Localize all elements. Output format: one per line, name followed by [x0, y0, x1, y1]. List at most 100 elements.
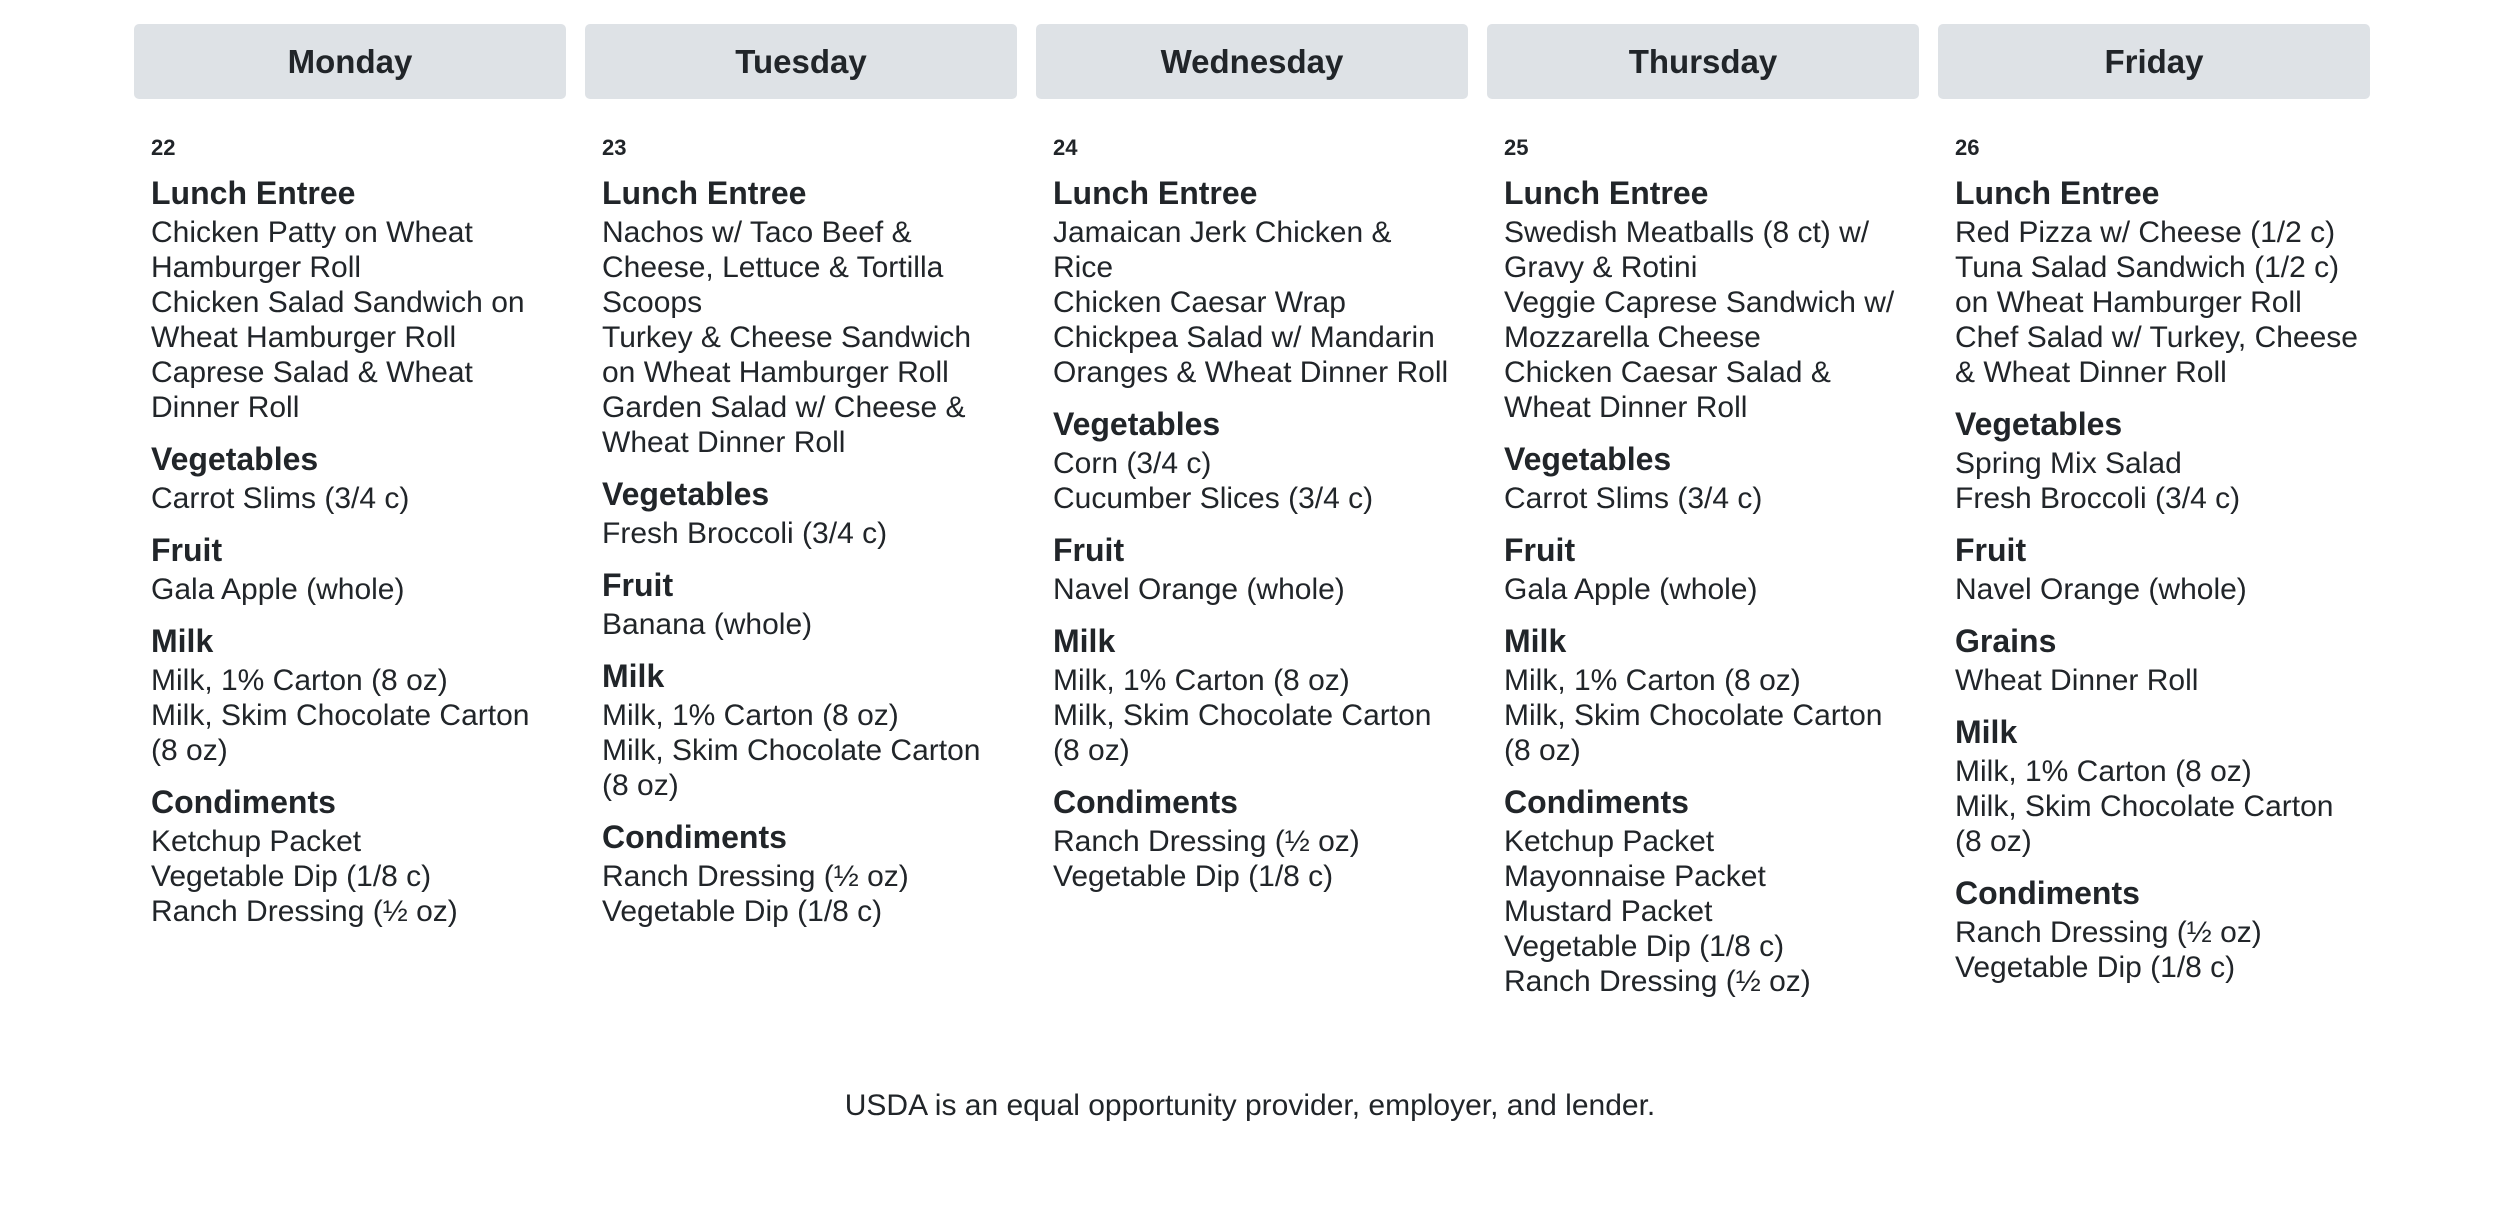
menu-item: Milk, Skim Chocolate Carton (8 oz)	[151, 699, 530, 767]
menu-item: Milk, 1% Carton (8 oz)	[151, 664, 448, 697]
day-date: 22	[151, 135, 176, 160]
day-date: 23	[602, 135, 627, 160]
menu-item: Carrot Slims (3/4 c)	[1504, 482, 1763, 515]
menu-item: Corn (3/4 c)	[1053, 447, 1212, 480]
menu-item: Milk, 1% Carton (8 oz)	[602, 699, 899, 732]
day-menu: 22 Lunch Entree Chicken Patty on Wheat Ham…	[134, 135, 566, 929]
section-items: Ranch Dressing (½ oz) Vegetable Dip (1/8 …	[1053, 824, 1458, 894]
section-title: Vegetables	[602, 476, 770, 512]
day-menu: 24 Lunch Entree Jamaican Jerk Chicken & Ri…	[1036, 135, 1468, 894]
section-items: Gala Apple (whole)	[1504, 572, 1909, 607]
section-title: Vegetables	[1504, 441, 1672, 477]
menu-item: Tuna Salad Sandwich (1/2 c) on Wheat Ham…	[1955, 251, 2340, 319]
section-items: Wheat Dinner Roll	[1955, 663, 2360, 698]
section-title: Condiments	[602, 819, 787, 855]
menu-item: Milk, Skim Chocolate Carton (8 oz)	[1955, 790, 2334, 858]
menu-item: Navel Orange (whole)	[1053, 573, 1345, 606]
day-menu: 23 Lunch Entree Nachos w/ Taco Beef & Chee…	[585, 135, 1017, 929]
menu-item: Banana (whole)	[602, 608, 813, 641]
section-items: Milk, 1% Carton (8 oz) Milk, Skim Chocola…	[151, 663, 556, 768]
menu-item: Swedish Meatballs (8 ct) w/ Gravy & Roti…	[1504, 216, 1870, 284]
section-title: Fruit	[151, 532, 223, 568]
section-title: Condiments	[151, 784, 336, 820]
menu-item: Mayonnaise Packet	[1504, 860, 1766, 893]
menu-item: Fresh Broccoli (3/4 c)	[602, 517, 888, 550]
section-items: Navel Orange (whole)	[1053, 572, 1458, 607]
menu-item: Vegetable Dip (1/8 c)	[1504, 930, 1785, 963]
section-items: Swedish Meatballs (8 ct) w/ Gravy & Roti…	[1504, 215, 1909, 425]
section-title: Vegetables	[1053, 406, 1221, 442]
menu-item: Mustard Packet	[1504, 895, 1713, 928]
menu-item: Veggie Caprese Sandwich w/ Mozzarella Ch…	[1504, 286, 1895, 354]
menu-item: Garden Salad w/ Cheese & Wheat Dinner Ro…	[602, 391, 966, 459]
menu-item: Vegetable Dip (1/8 c)	[1955, 951, 2236, 984]
menu-item: Spring Mix Salad	[1955, 447, 2182, 480]
day-column: Monday 22 Lunch Entree Chicken Patty on Whe…	[134, 24, 566, 1003]
day-date: 26	[1955, 135, 1980, 160]
menu-item: Gala Apple (whole)	[151, 573, 405, 606]
section-title: Milk	[151, 623, 214, 659]
menu-item: Ketchup Packet	[151, 825, 362, 858]
section-items: Red Pizza w/ Cheese (1/2 c) Tuna Salad Sa…	[1955, 215, 2360, 390]
menu-item: Caprese Salad & Wheat Dinner Roll	[151, 356, 473, 424]
day-header: Tuesday	[585, 24, 1017, 99]
section-items: Navel Orange (whole)	[1955, 572, 2360, 607]
menu-item: Chicken Caesar Wrap	[1053, 286, 1346, 319]
section-title: Vegetables	[151, 441, 319, 477]
menu-item: Milk, Skim Chocolate Carton (8 oz)	[1504, 699, 1883, 767]
section-title: Condiments	[1955, 875, 2140, 911]
menu-item: Cucumber Slices (3/4 c)	[1053, 482, 1374, 515]
section-title: Vegetables	[1955, 406, 2123, 442]
section-items: Carrot Slims (3/4 c)	[151, 481, 556, 516]
day-menu: 26 Lunch Entree Red Pizza w/ Cheese (1/2 c…	[1938, 135, 2370, 985]
menu-item: Milk, 1% Carton (8 oz)	[1504, 664, 1801, 697]
section-items: Fresh Broccoli (3/4 c)	[602, 516, 1007, 551]
section-items: Ranch Dressing (½ oz) Vegetable Dip (1/8 …	[1955, 915, 2360, 985]
section-items: Carrot Slims (3/4 c)	[1504, 481, 1909, 516]
section-title: Milk	[1053, 623, 1116, 659]
menu-item: Chicken Patty on Wheat Hamburger Roll	[151, 216, 473, 284]
day-column: Thursday 25 Lunch Entree Swedish Meatballs …	[1487, 24, 1919, 1003]
menu-item: Jamaican Jerk Chicken & Rice	[1053, 216, 1392, 284]
section-title: Condiments	[1504, 784, 1689, 820]
week-grid: Monday 22 Lunch Entree Chicken Patty on Whe…	[134, 24, 2370, 1003]
menu-item: Milk, Skim Chocolate Carton (8 oz)	[602, 734, 981, 802]
section-title: Lunch Entree	[1504, 175, 1709, 211]
menu-item: Milk, 1% Carton (8 oz)	[1053, 664, 1350, 697]
section-items: Corn (3/4 c) Cucumber Slices (3/4 c)	[1053, 446, 1458, 516]
section-title: Lunch Entree	[1955, 175, 2160, 211]
menu-item: Chef Salad w/ Turkey, Cheese & Wheat Din…	[1955, 321, 2358, 389]
menu-item: Ranch Dressing (½ oz)	[1955, 916, 2262, 949]
section-title: Fruit	[602, 567, 674, 603]
section-items: Jamaican Jerk Chicken & Rice Chicken Caes…	[1053, 215, 1458, 390]
section-items: Nachos w/ Taco Beef & Cheese, Lettuce & …	[602, 215, 1007, 460]
menu-item: Chicken Salad Sandwich on Wheat Hamburge…	[151, 286, 525, 354]
section-items: Ketchup Packet Mayonnaise Packet Mustard P…	[1504, 824, 1909, 999]
menu-item: Wheat Dinner Roll	[1955, 664, 2199, 697]
menu-item: Carrot Slims (3/4 c)	[151, 482, 410, 515]
menu-item: Ranch Dressing (½ oz)	[151, 895, 458, 928]
day-date: 24	[1053, 135, 1078, 160]
menu-item: Ketchup Packet	[1504, 825, 1715, 858]
menu-item: Chicken Caesar Salad & Wheat Dinner Roll	[1504, 356, 1831, 424]
menu-item: Red Pizza w/ Cheese (1/2 c)	[1955, 216, 2336, 249]
menu-item: Fresh Broccoli (3/4 c)	[1955, 482, 2241, 515]
day-header: Thursday	[1487, 24, 1919, 99]
section-title: Milk	[1504, 623, 1567, 659]
day-header: Wednesday	[1036, 24, 1468, 99]
section-title: Lunch Entree	[151, 175, 356, 211]
day-column: Wednesday 24 Lunch Entree Jamaican Jerk Chi…	[1036, 24, 1468, 1003]
footer-note: USDA is an equal opportunity provider, e…	[844, 1089, 1656, 1122]
menu-item: Vegetable Dip (1/8 c)	[602, 895, 883, 928]
section-items: Milk, 1% Carton (8 oz) Milk, Skim Chocola…	[602, 698, 1007, 803]
day-column: Friday 26 Lunch Entree Red Pizza w/ Cheese …	[1938, 24, 2370, 1003]
section-items: Ranch Dressing (½ oz) Vegetable Dip (1/8 …	[602, 859, 1007, 929]
day-date: 25	[1504, 135, 1529, 160]
section-items: Milk, 1% Carton (8 oz) Milk, Skim Chocola…	[1504, 663, 1909, 768]
menu-item: Chickpea Salad w/ Mandarin Oranges & Whe…	[1053, 321, 1449, 389]
menu-item: Milk, 1% Carton (8 oz)	[1955, 755, 2252, 788]
section-title: Fruit	[1955, 532, 2027, 568]
section-title: Fruit	[1053, 532, 1125, 568]
section-title: Grains	[1955, 623, 2057, 659]
